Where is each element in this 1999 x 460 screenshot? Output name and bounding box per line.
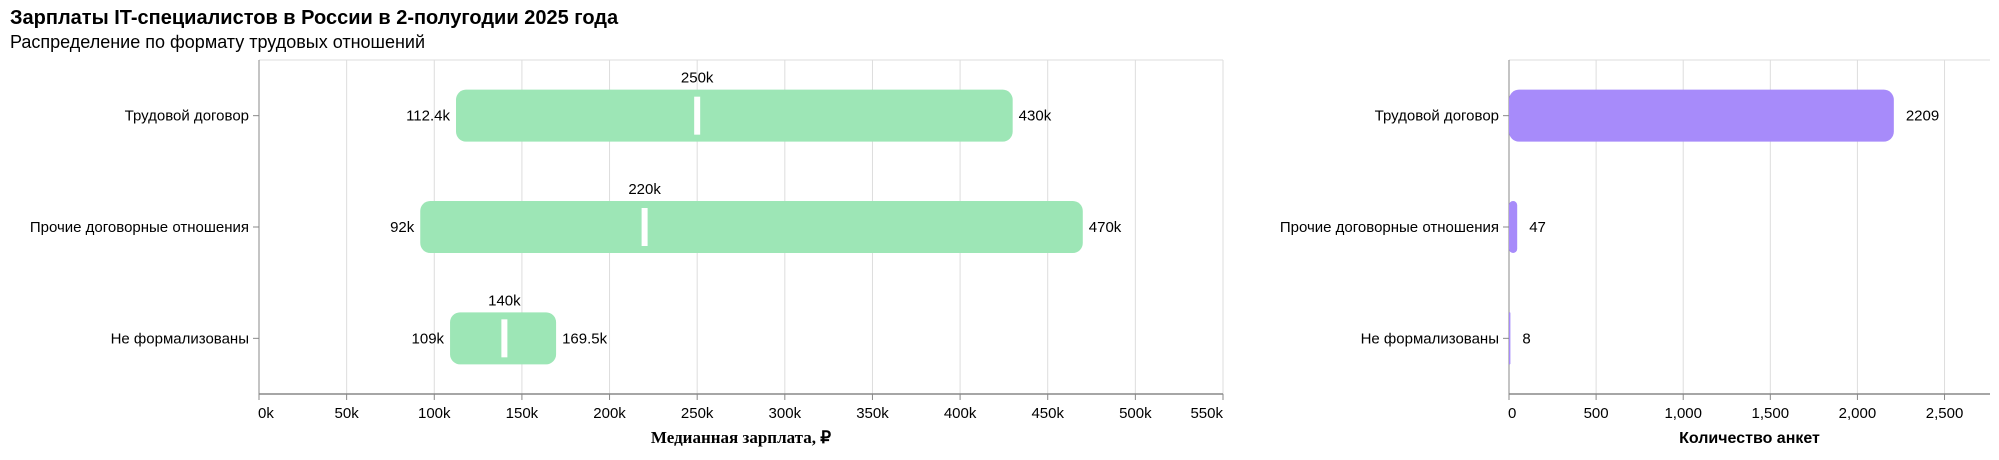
x-tick-label: 100k: [418, 405, 451, 422]
high-value-label: 169.5k: [562, 330, 608, 347]
y-category-label: Прочие договорные отношения: [1280, 219, 1499, 236]
x-tick-label: 2,500: [1926, 405, 1964, 422]
x-axis-title: Медианная зарплата, ₽: [651, 428, 831, 447]
x-tick-label: 1,500: [1752, 405, 1790, 422]
x-tick-label: 250k: [681, 405, 714, 422]
low-value-label: 92k: [390, 219, 415, 236]
median-value-label: 220k: [628, 181, 661, 198]
response-count-chart: 0 500 1,000 1,500 2,000 2,500 Количество анкет…: [1280, 59, 1990, 447]
range-bar: [420, 201, 1083, 253]
chart-title: Зарплаты IT-специалистов в России в 2-по…: [10, 7, 619, 29]
chart-subtitle: Распределение по формату трудовых отноше…: [10, 32, 425, 52]
y-category-label: Не формализованы: [1361, 330, 1499, 347]
count-bar: [1509, 201, 1518, 253]
low-value-label: 109k: [412, 330, 445, 347]
y-category-label: Трудовой договор: [1375, 108, 1499, 125]
y-category-label: Трудовой договор: [125, 108, 249, 125]
x-tick-label: 300k: [769, 405, 802, 422]
x-tick-label: 500: [1584, 405, 1609, 422]
count-value-label: 47: [1529, 219, 1546, 236]
x-axis-title: Количество анкет: [1679, 430, 1820, 447]
y-category-label: Не формализованы: [111, 330, 249, 347]
x-tick-label: 0k: [258, 405, 274, 422]
x-tick-label: 0: [1508, 405, 1516, 422]
range-bar: [456, 89, 1013, 142]
x-tick-label: 450k: [1031, 405, 1064, 422]
median-value-label: 250k: [681, 70, 714, 87]
high-value-label: 470k: [1089, 219, 1122, 236]
x-tick-label: 350k: [856, 405, 889, 422]
x-tick-label: 50k: [335, 405, 360, 422]
high-value-label: 430k: [1019, 108, 1052, 125]
x-tick-label: 200k: [593, 405, 626, 422]
median-tick: [641, 208, 648, 246]
count-value-label: 8: [1522, 330, 1530, 347]
x-tick-label: 400k: [944, 405, 977, 422]
x-tick-label: 2,000: [1839, 405, 1877, 422]
x-tick-label: 150k: [506, 405, 539, 422]
low-value-label: 112.4k: [406, 108, 450, 125]
median-tick: [501, 319, 508, 358]
x-tick-label: 550k: [1190, 405, 1223, 422]
count-bar: [1509, 89, 1894, 142]
x-tick-label: 500k: [1119, 405, 1152, 422]
count-bar: [1509, 312, 1511, 365]
median-value-label: 140k: [488, 292, 521, 309]
median-tick: [694, 96, 701, 135]
y-category-label: Прочие договорные отношения: [30, 219, 249, 236]
salary-range-chart: 0k 50k 100k 150k 200k 250k 300k 350k 400k 450k 500…: [30, 59, 1224, 447]
count-value-label: 2209: [1906, 108, 1939, 125]
x-tick-label: 1,000: [1664, 405, 1702, 422]
